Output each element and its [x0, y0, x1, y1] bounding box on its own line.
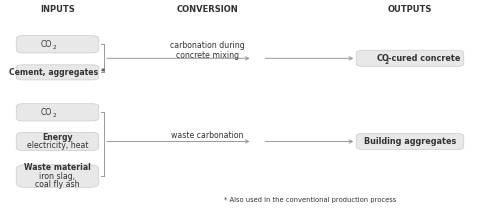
Text: -cured concrete: -cured concrete	[388, 54, 460, 63]
Text: CONVERSION: CONVERSION	[176, 5, 238, 14]
Text: waste carbonation: waste carbonation	[171, 130, 244, 140]
Text: Waste material: Waste material	[24, 163, 91, 172]
FancyBboxPatch shape	[16, 36, 99, 53]
FancyBboxPatch shape	[356, 50, 464, 67]
Text: Building aggregates: Building aggregates	[364, 137, 456, 146]
FancyBboxPatch shape	[16, 132, 99, 151]
FancyBboxPatch shape	[356, 133, 464, 149]
FancyBboxPatch shape	[16, 65, 99, 80]
Text: coal fly ash: coal fly ash	[35, 180, 80, 189]
Text: INPUTS: INPUTS	[40, 5, 75, 14]
Text: carbonation during
concrete mixing: carbonation during concrete mixing	[170, 41, 245, 60]
Text: CO: CO	[40, 108, 52, 117]
Text: Energy: Energy	[42, 133, 73, 142]
Text: * Also used in the conventional production process: * Also used in the conventional producti…	[224, 197, 396, 203]
FancyBboxPatch shape	[16, 104, 99, 121]
Text: iron slag,: iron slag,	[40, 172, 76, 181]
Text: 2: 2	[385, 60, 389, 65]
Text: CO: CO	[376, 54, 390, 63]
FancyBboxPatch shape	[16, 165, 99, 187]
Text: electricity, heat: electricity, heat	[27, 141, 88, 150]
Text: Cement, aggregates *: Cement, aggregates *	[10, 68, 106, 77]
Text: 2: 2	[52, 113, 56, 118]
Text: CO: CO	[40, 40, 52, 49]
Text: 2: 2	[52, 45, 56, 50]
Text: OUTPUTS: OUTPUTS	[388, 5, 432, 14]
